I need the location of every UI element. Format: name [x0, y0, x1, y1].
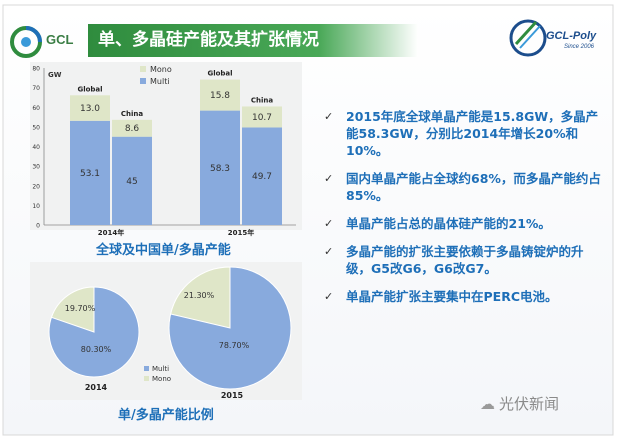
check-icon: ✓	[324, 217, 334, 230]
check-icon: ✓	[324, 110, 334, 123]
check-icon: ✓	[324, 172, 334, 185]
data-label-multi: 49.7	[252, 172, 272, 182]
bar-multi	[200, 110, 240, 225]
bar-mono	[242, 106, 282, 128]
pie-legend-swatch-multi	[144, 366, 149, 371]
pie-title: 2014	[85, 383, 108, 392]
bar-multi	[70, 120, 110, 225]
bullet-item: ✓ 国内单晶产能占全球约68%，而多晶产能约占85%。	[324, 170, 606, 204]
pie-chart-caption: 单/多晶产能比例	[118, 408, 214, 423]
y-tick-label: 60	[32, 105, 40, 112]
bullet-text: 单晶产能占总的晶体硅产能的21%。	[346, 216, 551, 231]
check-icon: ✓	[324, 290, 334, 303]
title-bar	[88, 24, 418, 57]
legend-swatch-multi	[140, 78, 146, 84]
pie-title: 2015	[221, 391, 244, 400]
pie-legend-label-multi: Multi	[152, 365, 169, 373]
bullet-item: ✓ 单晶产能占总的晶体硅产能的21%。	[324, 215, 606, 232]
bullet-text: 单晶产能扩张主要集中在PERC电池。	[346, 289, 558, 304]
legend-swatch-mono	[140, 66, 146, 72]
bar-name-label: China	[121, 110, 144, 118]
y-tick-label: 70	[32, 85, 40, 92]
bar-name-label: China	[251, 96, 274, 104]
pie-legend-label-mono: Mono	[152, 375, 171, 383]
watermark: ☁ 光伏新闻	[480, 393, 559, 414]
legend-label-multi: Multi	[150, 77, 170, 86]
y-tick-label: 80	[32, 66, 40, 73]
check-icon: ✓	[324, 245, 334, 258]
gcl-logo: GCL	[8, 24, 86, 60]
x-group-label: 2014年	[98, 228, 124, 237]
gcl-poly-logo: GCL-Poly Since 2006	[506, 14, 606, 64]
x-group-label: 2015年	[228, 228, 254, 237]
bar-chart-caption: 全球及中国单/多晶产能	[96, 243, 231, 258]
data-label-multi: 58.3	[210, 164, 230, 174]
data-label-multi: 45	[126, 177, 137, 187]
pie-label-mono: 21.30%	[184, 291, 215, 300]
bar-multi	[242, 127, 282, 225]
gcl-logo-text: GCL	[46, 32, 74, 47]
y-tick-label: 10	[32, 203, 40, 210]
wechat-icon: ☁	[480, 395, 495, 413]
bullet-text: 2015年底全球单晶产能是15.8GW，多晶产能58.3GW，分别比2014年增…	[346, 109, 599, 158]
pie-slice-mono	[170, 266, 231, 329]
page-title: 单、多晶硅产能及其扩张情况	[98, 30, 319, 50]
data-label-mono: 8.6	[125, 124, 140, 134]
y-axis-label: GW	[48, 71, 62, 79]
pie-label-multi: 78.70%	[219, 341, 250, 350]
bullet-text: 多晶产能的扩张主要依赖于多晶铸锭炉的升级，G5改G6，G6改G7。	[346, 244, 584, 276]
y-tick-label: 40	[32, 144, 40, 151]
legend-label-mono: Mono	[150, 65, 172, 74]
pie-legend-swatch-mono	[144, 376, 149, 381]
summary-bullets: ✓ 2015年底全球单晶产能是15.8GW，多晶产能58.3GW，分别比2014年…	[324, 108, 606, 316]
bullet-item: ✓ 2015年底全球单晶产能是15.8GW，多晶产能58.3GW，分别比2014年…	[324, 108, 606, 159]
bar-mono	[200, 79, 240, 111]
bar-mono	[70, 95, 110, 121]
bullet-item: ✓ 多晶产能的扩张主要依赖于多晶铸锭炉的升级，G5改G6，G6改G7。	[324, 243, 606, 277]
gcl-poly-logo-icon	[509, 19, 547, 57]
y-tick-label: 20	[32, 183, 40, 190]
data-label-multi: 53.1	[80, 169, 100, 179]
y-tick-label: 0	[36, 223, 40, 230]
y-tick-label: 50	[32, 124, 40, 131]
gcl-poly-logo-subtext: Since 2006	[564, 44, 595, 50]
data-label-mono: 15.8	[210, 91, 230, 101]
gcl-poly-logo-text: GCL-Poly	[546, 30, 597, 42]
y-tick-label: 30	[32, 164, 40, 171]
pie-label-mono: 19.70%	[65, 304, 96, 313]
bar-mono	[112, 119, 152, 137]
gcl-logo-icon	[10, 26, 42, 58]
data-label-mono: 13.0	[80, 104, 100, 114]
bar-multi	[112, 136, 152, 225]
bar-name-label: Global	[77, 85, 102, 93]
pie-label-multi: 80.30%	[81, 345, 112, 354]
bar-name-label: Global	[207, 70, 232, 78]
data-label-mono: 10.7	[252, 113, 272, 123]
bullet-item: ✓ 单晶产能扩张主要集中在PERC电池。	[324, 288, 606, 305]
bullet-text: 国内单晶产能占全球约68%，而多晶产能约占85%。	[346, 171, 601, 203]
pie-slice-mono	[50, 286, 95, 333]
watermark-text: 光伏新闻	[499, 395, 560, 413]
